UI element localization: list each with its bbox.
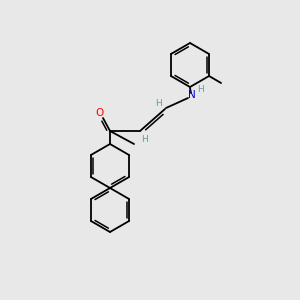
Text: H: H <box>142 134 148 143</box>
Text: H: H <box>154 100 161 109</box>
Text: N: N <box>188 90 196 100</box>
Text: O: O <box>96 108 104 118</box>
Text: H: H <box>198 85 204 94</box>
